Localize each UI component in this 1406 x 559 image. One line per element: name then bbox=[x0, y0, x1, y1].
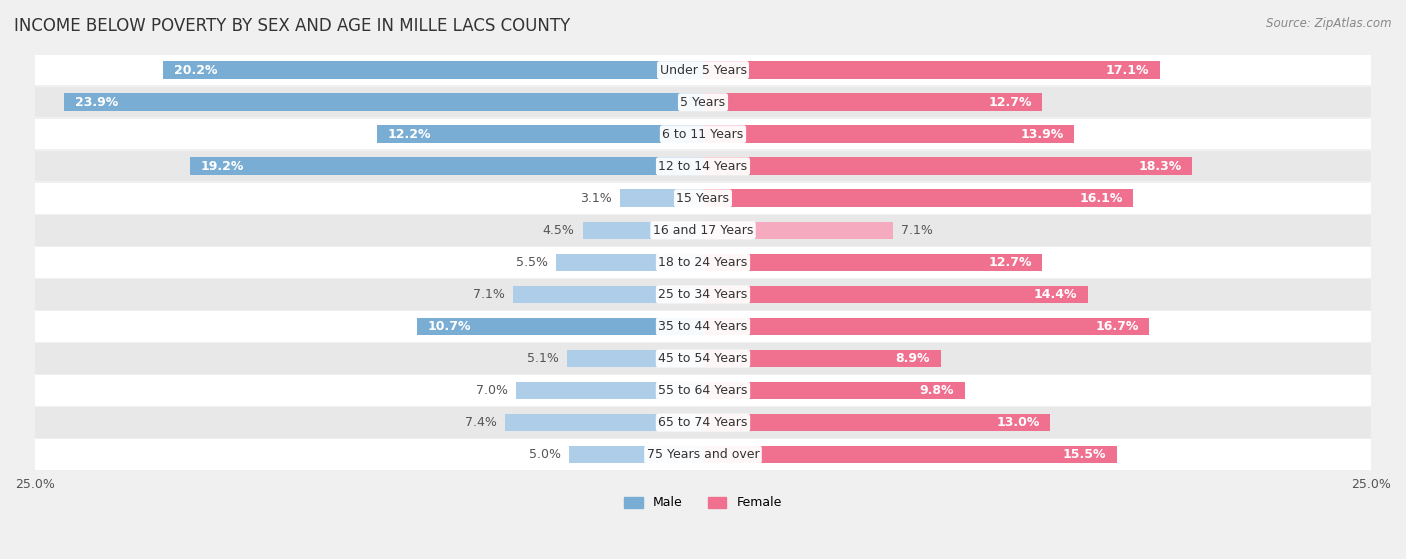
Bar bbox=[163, 61, 703, 79]
Text: 15.5%: 15.5% bbox=[1063, 448, 1107, 461]
Text: 14.4%: 14.4% bbox=[1033, 288, 1077, 301]
Bar bbox=[703, 125, 1074, 143]
Text: 13.9%: 13.9% bbox=[1021, 127, 1064, 141]
Text: 5.0%: 5.0% bbox=[530, 448, 561, 461]
Bar bbox=[35, 375, 1371, 406]
Text: 23.9%: 23.9% bbox=[75, 96, 118, 108]
Bar bbox=[703, 318, 1149, 335]
Text: 45 to 54 Years: 45 to 54 Years bbox=[658, 352, 748, 365]
Bar bbox=[35, 311, 1371, 342]
Text: 6 to 11 Years: 6 to 11 Years bbox=[662, 127, 744, 141]
Text: 18 to 24 Years: 18 to 24 Years bbox=[658, 256, 748, 269]
Text: 13.0%: 13.0% bbox=[997, 416, 1039, 429]
Text: Source: ZipAtlas.com: Source: ZipAtlas.com bbox=[1267, 17, 1392, 30]
Bar bbox=[703, 382, 965, 399]
Bar bbox=[35, 215, 1371, 245]
Legend: Male, Female: Male, Female bbox=[619, 491, 787, 514]
Bar bbox=[35, 247, 1371, 278]
Text: 15 Years: 15 Years bbox=[676, 192, 730, 205]
Text: 18.3%: 18.3% bbox=[1137, 160, 1181, 173]
Text: 20.2%: 20.2% bbox=[174, 64, 218, 77]
Text: 75 Years and over: 75 Years and over bbox=[647, 448, 759, 461]
Bar bbox=[703, 350, 941, 367]
Bar bbox=[35, 55, 1371, 86]
Bar bbox=[703, 414, 1050, 432]
Bar bbox=[35, 439, 1371, 470]
Text: 16.1%: 16.1% bbox=[1080, 192, 1122, 205]
Bar bbox=[569, 446, 703, 463]
Text: 5 Years: 5 Years bbox=[681, 96, 725, 108]
Bar bbox=[65, 93, 703, 111]
Text: 4.5%: 4.5% bbox=[543, 224, 575, 237]
Bar bbox=[35, 119, 1371, 149]
Text: 5.1%: 5.1% bbox=[527, 352, 558, 365]
Bar bbox=[190, 158, 703, 175]
Bar bbox=[35, 183, 1371, 214]
Bar bbox=[377, 125, 703, 143]
Bar bbox=[513, 286, 703, 303]
Bar bbox=[516, 382, 703, 399]
Bar bbox=[703, 190, 1133, 207]
Text: 7.4%: 7.4% bbox=[465, 416, 498, 429]
Text: 10.7%: 10.7% bbox=[427, 320, 471, 333]
Text: 12.2%: 12.2% bbox=[388, 127, 432, 141]
Text: 12 to 14 Years: 12 to 14 Years bbox=[658, 160, 748, 173]
Bar bbox=[703, 446, 1118, 463]
Text: Under 5 Years: Under 5 Years bbox=[659, 64, 747, 77]
Bar bbox=[35, 151, 1371, 182]
Text: 65 to 74 Years: 65 to 74 Years bbox=[658, 416, 748, 429]
Bar bbox=[35, 279, 1371, 310]
Text: 35 to 44 Years: 35 to 44 Years bbox=[658, 320, 748, 333]
Text: 16.7%: 16.7% bbox=[1095, 320, 1139, 333]
Text: 7.1%: 7.1% bbox=[901, 224, 932, 237]
Text: 55 to 64 Years: 55 to 64 Years bbox=[658, 384, 748, 397]
Bar bbox=[620, 190, 703, 207]
Text: 9.8%: 9.8% bbox=[920, 384, 955, 397]
Bar bbox=[582, 221, 703, 239]
Bar bbox=[567, 350, 703, 367]
Bar bbox=[35, 87, 1371, 117]
Bar bbox=[35, 408, 1371, 438]
Text: 7.0%: 7.0% bbox=[475, 384, 508, 397]
Bar bbox=[703, 254, 1042, 271]
Bar bbox=[35, 343, 1371, 374]
Bar bbox=[418, 318, 703, 335]
Text: 25 to 34 Years: 25 to 34 Years bbox=[658, 288, 748, 301]
Bar bbox=[505, 414, 703, 432]
Text: 17.1%: 17.1% bbox=[1105, 64, 1149, 77]
Bar bbox=[703, 158, 1192, 175]
Text: 7.1%: 7.1% bbox=[474, 288, 505, 301]
Text: 5.5%: 5.5% bbox=[516, 256, 548, 269]
Bar bbox=[703, 286, 1088, 303]
Text: 19.2%: 19.2% bbox=[201, 160, 245, 173]
Bar bbox=[555, 254, 703, 271]
Bar bbox=[703, 61, 1160, 79]
Text: 8.9%: 8.9% bbox=[896, 352, 931, 365]
Text: 12.7%: 12.7% bbox=[988, 256, 1032, 269]
Bar bbox=[703, 93, 1042, 111]
Text: 16 and 17 Years: 16 and 17 Years bbox=[652, 224, 754, 237]
Text: 3.1%: 3.1% bbox=[581, 192, 612, 205]
Text: 12.7%: 12.7% bbox=[988, 96, 1032, 108]
Text: INCOME BELOW POVERTY BY SEX AND AGE IN MILLE LACS COUNTY: INCOME BELOW POVERTY BY SEX AND AGE IN M… bbox=[14, 17, 571, 35]
Bar bbox=[703, 221, 893, 239]
